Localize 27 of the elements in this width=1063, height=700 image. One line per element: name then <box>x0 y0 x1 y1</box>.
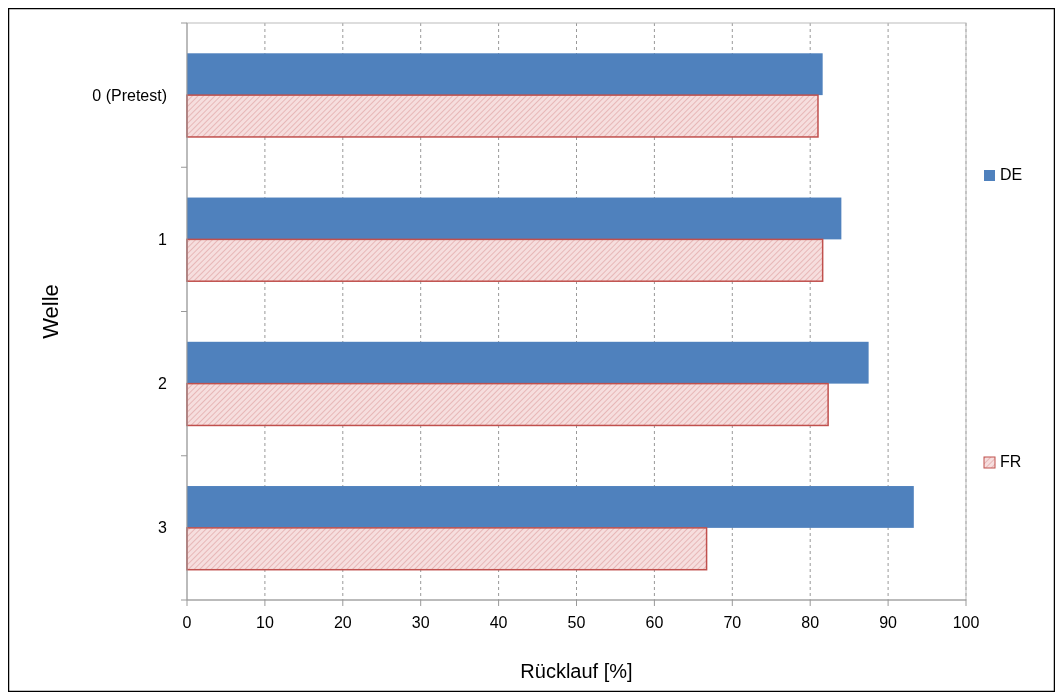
x-tick-label: 40 <box>489 614 508 631</box>
x-tick-label: 90 <box>879 614 898 631</box>
x-tick-label: 60 <box>645 614 664 631</box>
bar <box>186 527 708 571</box>
bar <box>187 486 914 528</box>
y-tick-label: 3 <box>158 519 168 537</box>
x-tick-label: 50 <box>567 614 586 631</box>
bar <box>186 238 824 282</box>
bar <box>187 341 869 384</box>
x-tick-label: 80 <box>801 614 820 631</box>
y-axis-title: Welle <box>38 284 63 339</box>
x-axis-title: Rücklauf [%] <box>520 660 633 682</box>
y-tick-label: 0 (Pretest) <box>92 86 167 104</box>
x-tick-label: 10 <box>256 614 274 631</box>
y-tick-label: 1 <box>158 230 168 248</box>
x-tick-label: 30 <box>411 614 430 631</box>
legend-label: DE <box>1000 166 1023 183</box>
x-tick-label: 0 <box>182 614 192 631</box>
bar <box>187 197 842 240</box>
bar <box>186 382 829 427</box>
x-tick-label: 70 <box>723 614 742 631</box>
y-tick-label: 2 <box>158 375 168 393</box>
x-tick-label: 20 <box>333 614 352 631</box>
bar <box>187 53 823 96</box>
bar <box>186 94 819 138</box>
legend-label: FR <box>1000 453 1022 470</box>
x-tick-label: 100 <box>952 614 980 631</box>
